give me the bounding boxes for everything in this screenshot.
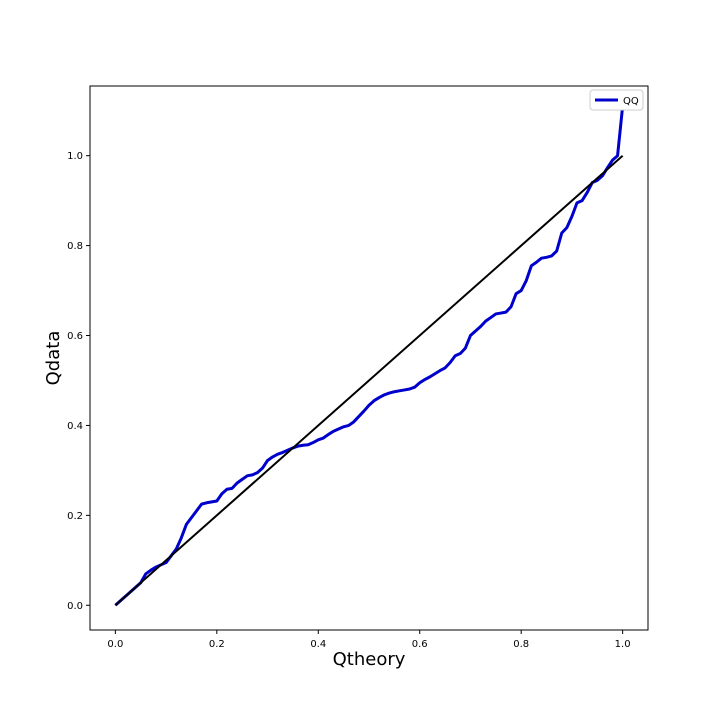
y-tick-label: 1.0 (67, 151, 83, 162)
y-axis-label: Qdata (43, 331, 64, 386)
x-tick-label: 0.2 (209, 639, 225, 650)
x-tick-label: 0.6 (412, 639, 428, 650)
y-axis: 0.0 0.2 0.4 0.6 0.8 1.0 (67, 151, 90, 612)
legend: QQ (589, 89, 644, 111)
plot-area (90, 86, 648, 630)
x-tick-label: 0.8 (513, 639, 529, 650)
x-tick-label: 1.0 (615, 639, 631, 650)
plot-frame (89, 85, 649, 631)
data-layer (114, 106, 625, 607)
x-tick-label: 0.4 (310, 639, 326, 650)
y-tick-label: 0.2 (67, 511, 83, 522)
x-tick-label: 0.0 (107, 639, 123, 650)
y-tick-label: 0.4 (67, 421, 83, 432)
y-tick-label: 0.8 (67, 241, 83, 252)
x-axis: 0.0 0.2 0.4 0.6 0.8 1.0 (107, 630, 631, 650)
y-tick-label: 0.6 (67, 331, 83, 342)
x-axis-label: Qtheory (333, 649, 406, 670)
series-line-reference (114, 154, 624, 607)
legend-label-qq: QQ (623, 96, 639, 107)
y-tick-label: 0.0 (67, 601, 83, 612)
series-line-qq (114, 106, 625, 607)
